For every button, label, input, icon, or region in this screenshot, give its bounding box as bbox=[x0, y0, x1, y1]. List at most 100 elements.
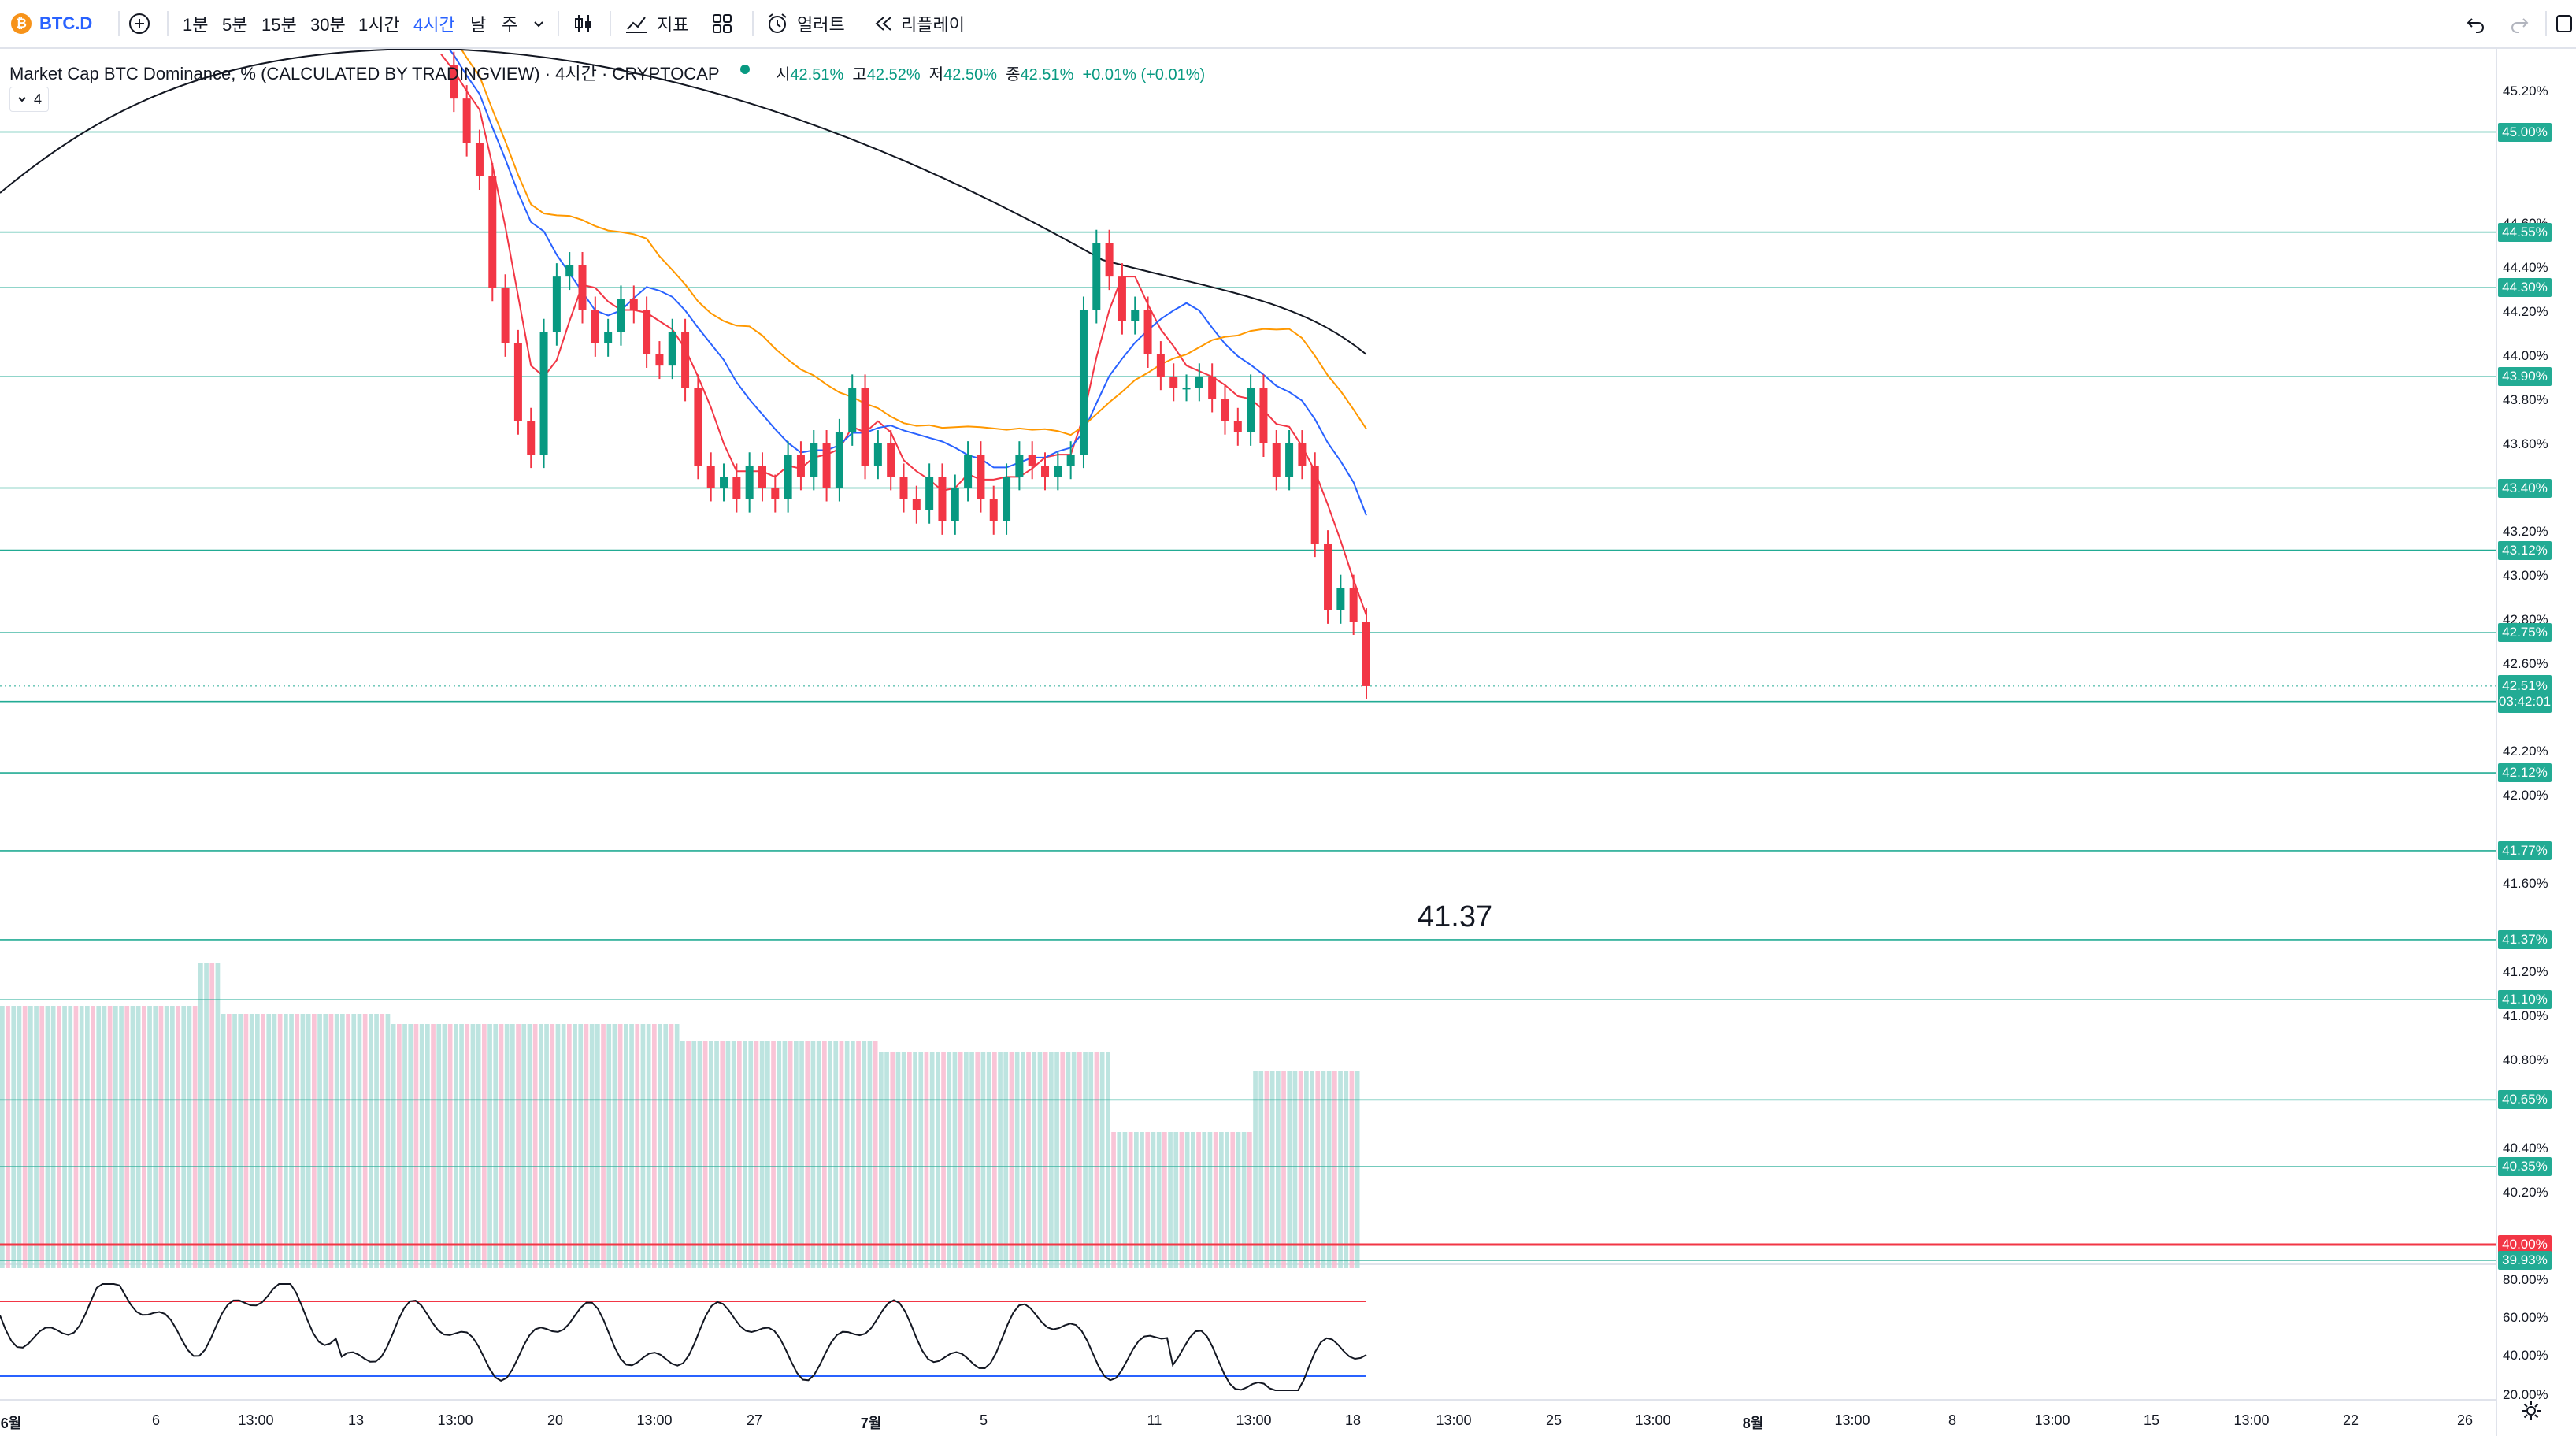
chart-type-button[interactable] bbox=[572, 0, 595, 47]
level-price-tag[interactable]: 39.93% bbox=[2498, 1250, 2552, 1270]
level-price-tag[interactable]: 44.55% bbox=[2498, 222, 2552, 242]
volume-bar bbox=[96, 1006, 102, 1268]
volume-bar bbox=[1315, 1071, 1321, 1268]
level-price-tag[interactable]: 45.00% bbox=[2498, 122, 2552, 142]
volume-bar bbox=[261, 1014, 265, 1268]
interval-day[interactable]: 날 bbox=[470, 15, 487, 35]
annotation-text[interactable]: 41.37 bbox=[1418, 900, 1493, 933]
symbol-button[interactable]: ₿ BTC.D bbox=[11, 0, 92, 47]
volume-bar bbox=[555, 1024, 561, 1268]
interval-week[interactable]: 주 bbox=[502, 15, 518, 35]
interval-5m[interactable]: 5분 bbox=[222, 15, 248, 35]
fullscreen-button[interactable] bbox=[2555, 0, 2572, 47]
level-price-tag[interactable]: 44.30% bbox=[2498, 278, 2552, 298]
interval-1m[interactable]: 1분 bbox=[183, 15, 209, 35]
candlestick-icon bbox=[575, 15, 591, 32]
candle-body bbox=[1362, 622, 1370, 686]
volume-bar bbox=[1128, 1132, 1133, 1268]
volume-bar bbox=[459, 1024, 464, 1268]
oscillator-tick: 60.00% bbox=[2503, 1310, 2548, 1325]
oscillator-tick: 80.00% bbox=[2503, 1272, 2548, 1287]
volume-bar bbox=[862, 1041, 867, 1268]
volume-bar bbox=[1349, 1071, 1355, 1268]
interval-1h[interactable]: 1시간 bbox=[358, 15, 400, 35]
indicator-chart-icon bbox=[626, 17, 647, 33]
volume-bar bbox=[1088, 1052, 1094, 1268]
volume-bar bbox=[918, 1052, 924, 1268]
level-price-tag[interactable]: 41.10% bbox=[2498, 990, 2552, 1010]
level-price-tag[interactable]: 42.75% bbox=[2498, 623, 2552, 643]
volume-bar bbox=[306, 1014, 311, 1268]
volume-bar bbox=[998, 1052, 1003, 1268]
last-price-value: 42.51% bbox=[2502, 677, 2548, 693]
volume-bar bbox=[652, 1024, 657, 1268]
volume-bar bbox=[357, 1014, 362, 1268]
volume-bar bbox=[232, 1014, 237, 1268]
volume-bar bbox=[839, 1041, 844, 1268]
alert-button[interactable]: 얼러트 bbox=[765, 0, 845, 47]
candle-body bbox=[578, 265, 587, 310]
level-price-tag[interactable]: 43.90% bbox=[2498, 367, 2552, 387]
replay-button[interactable]: 리플레이 bbox=[873, 0, 965, 47]
redo-button[interactable] bbox=[2508, 0, 2530, 47]
interval-dropdown[interactable] bbox=[532, 0, 546, 47]
chart-settings-button[interactable] bbox=[2520, 1391, 2542, 1430]
level-price-tag[interactable]: 40.65% bbox=[2498, 1090, 2552, 1110]
volume-bar bbox=[102, 1006, 107, 1268]
time-tick: 20 bbox=[547, 1412, 564, 1428]
volume-bar bbox=[725, 1041, 731, 1268]
volume-bar bbox=[907, 1052, 912, 1268]
volume-bar bbox=[470, 1024, 476, 1268]
candle-body bbox=[899, 477, 908, 499]
level-price-tag[interactable]: 43.12% bbox=[2498, 540, 2552, 560]
time-tick: 13:00 bbox=[1834, 1412, 1870, 1428]
candle-body bbox=[1272, 443, 1281, 477]
volume-bar bbox=[499, 1024, 504, 1268]
indicator-collapse-toggle[interactable]: 4 bbox=[9, 87, 50, 112]
candle-body bbox=[1092, 243, 1101, 310]
indicator-count: 4 bbox=[34, 91, 43, 107]
volume-bar bbox=[221, 1014, 226, 1268]
level-price-tag[interactable]: 41.37% bbox=[2498, 930, 2552, 949]
indicators-button[interactable]: 지표 bbox=[624, 0, 688, 47]
level-price-tag[interactable]: 41.77% bbox=[2498, 840, 2552, 860]
candle-body bbox=[655, 354, 664, 366]
candle-body bbox=[964, 455, 973, 488]
price-chart[interactable] bbox=[0, 49, 2576, 1436]
volume-bar bbox=[73, 1006, 79, 1268]
candle-body bbox=[848, 388, 857, 432]
volume-bar bbox=[408, 1024, 413, 1268]
time-tick: 27 bbox=[746, 1412, 763, 1428]
layout-button[interactable] bbox=[710, 0, 734, 47]
volume-bar bbox=[884, 1052, 889, 1268]
volume-bar bbox=[300, 1014, 306, 1268]
moving-averages bbox=[0, 49, 1367, 616]
volume-bar bbox=[709, 1041, 713, 1268]
volume-bar bbox=[6, 1006, 10, 1268]
time-tick: 13 bbox=[347, 1412, 365, 1428]
level-price-tag[interactable]: 43.40% bbox=[2498, 478, 2552, 498]
volume-bar bbox=[720, 1041, 725, 1268]
volume-bar bbox=[1269, 1071, 1275, 1268]
undo-button[interactable] bbox=[2465, 0, 2487, 47]
oscillator-tick: 40.00% bbox=[2503, 1348, 2548, 1363]
horizontal-levels[interactable] bbox=[0, 131, 2496, 1261]
compare-add-button[interactable] bbox=[128, 0, 151, 47]
candle-body bbox=[784, 455, 792, 499]
volume-bar bbox=[964, 1052, 969, 1268]
volume-bar bbox=[606, 1024, 612, 1268]
volume-bar bbox=[442, 1024, 447, 1268]
level-price-tag[interactable]: 40.35% bbox=[2498, 1157, 2552, 1177]
candle-body bbox=[732, 477, 741, 499]
volume-bar bbox=[413, 1024, 419, 1268]
interval-15m[interactable]: 15분 bbox=[261, 15, 297, 35]
candle-body bbox=[938, 477, 947, 521]
candle-body bbox=[989, 499, 998, 521]
interval-30m[interactable]: 30분 bbox=[310, 15, 346, 35]
volume-bar bbox=[765, 1041, 770, 1268]
interval-4h[interactable]: 4시간 bbox=[413, 15, 455, 35]
candlesticks bbox=[450, 51, 1370, 699]
level-price-tag[interactable]: 42.12% bbox=[2498, 763, 2552, 783]
volume-bar bbox=[351, 1014, 357, 1268]
candle-body bbox=[771, 488, 780, 499]
